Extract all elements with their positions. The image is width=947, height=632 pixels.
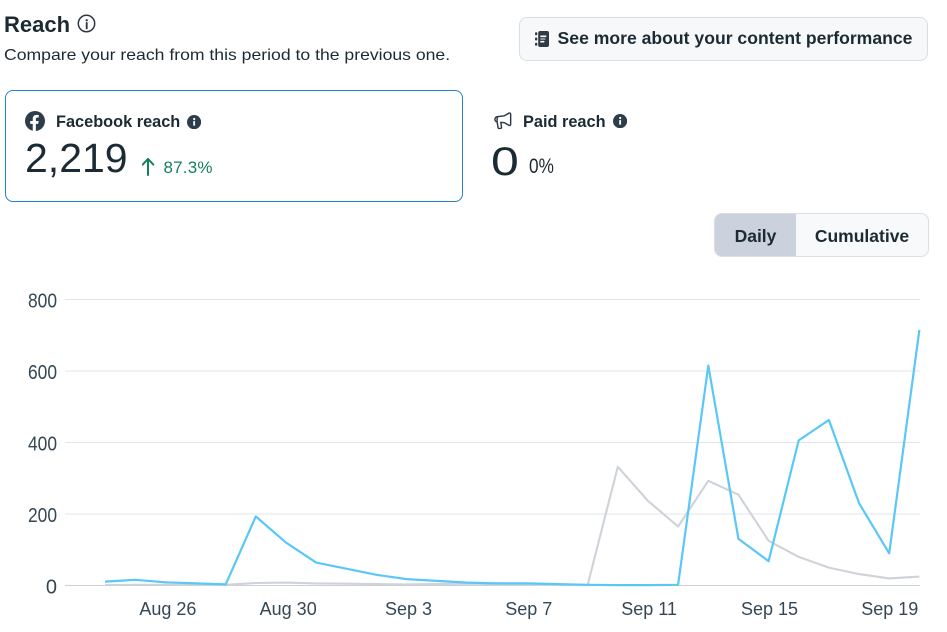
svg-text:Sep 11: Sep 11 xyxy=(621,599,677,619)
svg-text:Sep 3: Sep 3 xyxy=(385,599,432,619)
svg-text:200: 200 xyxy=(28,505,57,527)
svg-text:Sep 15: Sep 15 xyxy=(741,599,798,619)
svg-text:Aug 30: Aug 30 xyxy=(260,599,317,619)
svg-text:0: 0 xyxy=(46,577,57,599)
svg-text:800: 800 xyxy=(28,291,57,313)
svg-text:600: 600 xyxy=(28,362,57,384)
svg-text:Aug 26: Aug 26 xyxy=(139,599,196,619)
svg-text:Sep 19: Sep 19 xyxy=(861,599,918,619)
svg-text:400: 400 xyxy=(28,434,57,456)
svg-text:Sep 7: Sep 7 xyxy=(505,599,552,619)
